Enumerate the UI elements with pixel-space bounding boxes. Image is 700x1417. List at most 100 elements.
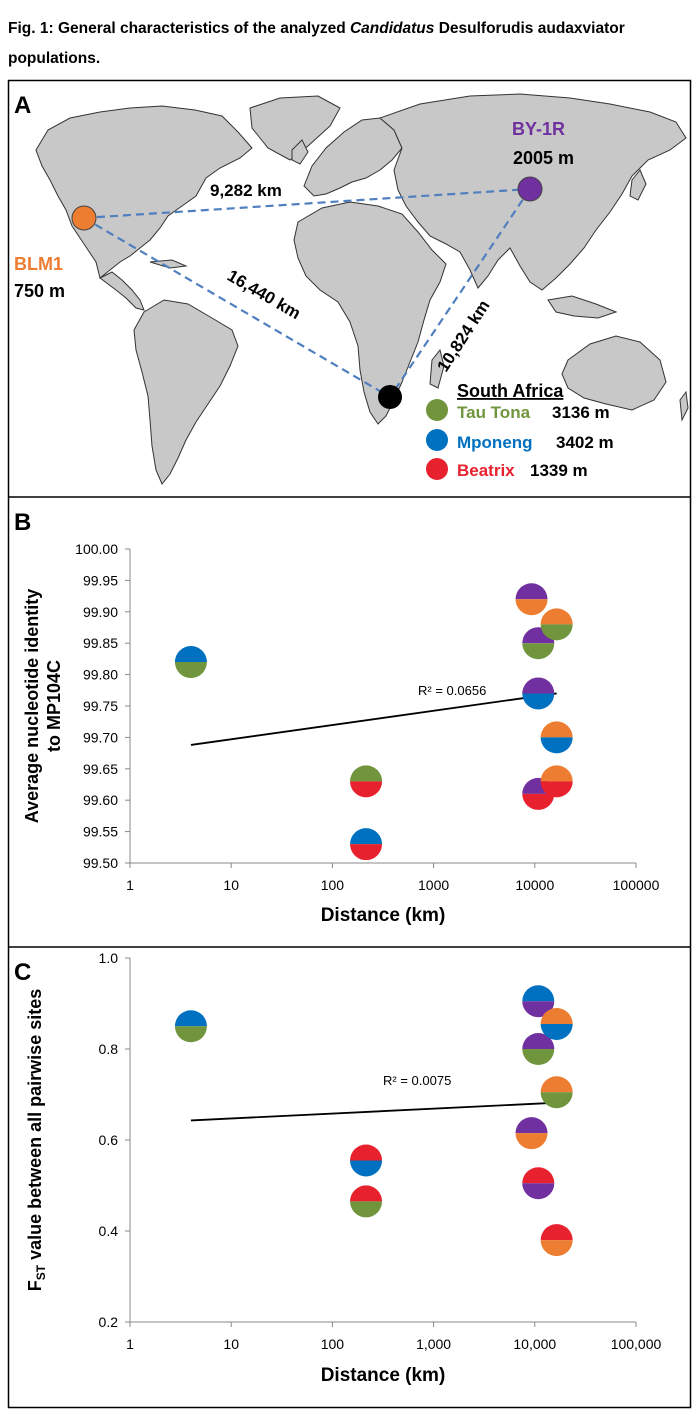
- x-tick-label-c: 100,000: [611, 1336, 662, 1352]
- legend-marker-mponeng: [426, 429, 448, 451]
- landmass-japan: [629, 169, 647, 201]
- legend-marker-beatrix: [426, 458, 448, 480]
- data-point-b: [540, 721, 573, 754]
- y-tick-label-c: 1.0: [99, 950, 119, 966]
- plot-c: 0.2 0.4 0.6 0.8 1.0 1 10 100 1,000 10,000 100,000 D…: [25, 950, 662, 1386]
- legend-title: South Africa: [457, 381, 564, 401]
- data-point-top-half: [522, 677, 555, 694]
- panel-b: B 99.5099.5599.6099.6599.7099.7599.8099.…: [14, 509, 660, 926]
- x-axis-label-c: Distance (km): [321, 1365, 446, 1386]
- figure-caption: Fig. 1: General characteristics of the a…: [8, 14, 692, 74]
- data-point-top-half: [540, 1076, 573, 1093]
- legend-name-beatrix: Beatrix: [457, 461, 515, 480]
- data-point-top-half: [522, 1167, 555, 1184]
- x-tick-label-c: 10: [223, 1336, 239, 1352]
- data-point-bottom-half: [350, 844, 383, 861]
- world-map: [35, 93, 689, 485]
- landmass-south-america: [133, 299, 239, 485]
- site-marker-by1r: [517, 176, 543, 202]
- data-point-top-half: [515, 1117, 548, 1134]
- y-tick-label-b: 100.00: [75, 541, 118, 557]
- panel-b-letter: B: [14, 509, 31, 536]
- data-point-bottom-half: [540, 1240, 573, 1257]
- data-point-bottom-half: [540, 737, 573, 754]
- y-tick-label-b: 99.60: [83, 792, 118, 808]
- data-point-top-half: [540, 721, 573, 738]
- caption-italic: Candidatus: [349, 20, 435, 37]
- y-tick-label-c: 0.4: [99, 1223, 119, 1239]
- data-point-bottom-half: [174, 662, 207, 679]
- data-point-bottom-half: [522, 643, 555, 660]
- routes: [83, 187, 531, 398]
- data-point-bottom-half: [540, 1092, 573, 1109]
- figure-frame: [7, 79, 692, 1409]
- site-marker-southafrica: [378, 385, 402, 409]
- route-by1r-southafrica: [389, 188, 531, 398]
- panel-c: C 0.2 0.4 0.6 0.8 1.0 1 10 100 1,000 10,000 100,00…: [14, 950, 662, 1386]
- y-axis-label-b: Average nucleotide identity to MP104C: [22, 589, 64, 823]
- data-point-bottom-half: [515, 599, 548, 616]
- legend-marker-tau-tona: [426, 399, 448, 421]
- data-point-c: [522, 1167, 555, 1200]
- data-point-top-half: [174, 646, 207, 663]
- landmass-europe: [303, 117, 403, 197]
- x-tick-label-b: 10: [223, 877, 239, 893]
- landmass-australia: [561, 335, 667, 411]
- x-tick-label-c: 1,000: [416, 1336, 451, 1352]
- y-tick-label-b: 99.90: [83, 604, 118, 620]
- landmass-north-america: [35, 105, 253, 279]
- data-point-bottom-half: [522, 1049, 555, 1065]
- data-point-c: [350, 1185, 383, 1218]
- y-axis-label-c: FST value between all pairwise sites: [25, 989, 48, 1291]
- distance-blm1-southafrica: 16,440 km: [224, 266, 304, 323]
- data-point-b: [540, 608, 573, 641]
- x-tick-label-c: 1: [126, 1336, 134, 1352]
- data-point-top-half: [540, 765, 573, 782]
- landmass-new-zealand: [679, 390, 689, 422]
- y-tick-label-c: 0.6: [99, 1132, 119, 1148]
- data-point-b: [515, 583, 548, 616]
- distance-blm1-by1r: 9,282 km: [210, 181, 282, 200]
- landmass-caribbean: [149, 259, 188, 269]
- distance-by1r-southafrica: 10,824 km: [433, 297, 493, 376]
- x-axis-label-b: Distance (km): [321, 905, 446, 926]
- trendline-c: [190, 1101, 557, 1122]
- x-tick-label-c: 10,000: [513, 1336, 556, 1352]
- data-point-c: [540, 1076, 573, 1109]
- panel-a: A: [14, 92, 689, 485]
- landmass-uk: [291, 139, 309, 165]
- data-point-bottom-half: [540, 1023, 573, 1040]
- data-point-bottom-half: [350, 781, 383, 798]
- panel-a-letter: A: [14, 92, 31, 119]
- data-point-top-half: [540, 1007, 573, 1024]
- y-tick-label-b: 99.55: [83, 824, 118, 840]
- data-point-top-half: [350, 1144, 383, 1161]
- data-point-top-half: [540, 608, 573, 625]
- legend-depth-beatrix: 1339 m: [530, 461, 588, 480]
- legend-name-mponeng: Mponeng: [457, 433, 533, 452]
- data-point-c: [522, 1033, 555, 1065]
- data-point-bottom-half: [350, 1160, 383, 1177]
- data-point-bottom-half: [540, 781, 573, 798]
- data-point-b: [540, 765, 573, 798]
- y-tick-label-b: 99.50: [83, 855, 118, 871]
- data-point-bottom-half: [522, 1183, 555, 1200]
- caption-suffix: Desulforudis audaxviator populations.: [8, 20, 625, 67]
- trendline-b: [190, 692, 557, 746]
- r-squared-label-b: R² = 0.0656: [418, 683, 486, 698]
- y-tick-label-c: 0.8: [99, 1041, 119, 1057]
- landmass-greenland: [249, 95, 341, 161]
- legend-depth-mponeng: 3402 m: [556, 433, 614, 452]
- landmass-madagascar: [429, 348, 445, 389]
- site-depth-blm1: 750 m: [14, 281, 65, 301]
- data-point-b: [350, 765, 383, 798]
- y-tick-label-b: 99.65: [83, 761, 118, 777]
- data-point-top-half: [350, 1185, 383, 1202]
- data-point-top-half: [350, 828, 383, 845]
- data-point-bottom-half: [174, 1026, 207, 1043]
- data-point-b: [174, 646, 207, 679]
- x-tick-label-b: 10000: [515, 877, 554, 893]
- data-point-bottom-half: [540, 624, 573, 641]
- data-point-top-half: [515, 583, 548, 600]
- caption-prefix: Fig. 1: General characteristics of the a…: [8, 20, 350, 37]
